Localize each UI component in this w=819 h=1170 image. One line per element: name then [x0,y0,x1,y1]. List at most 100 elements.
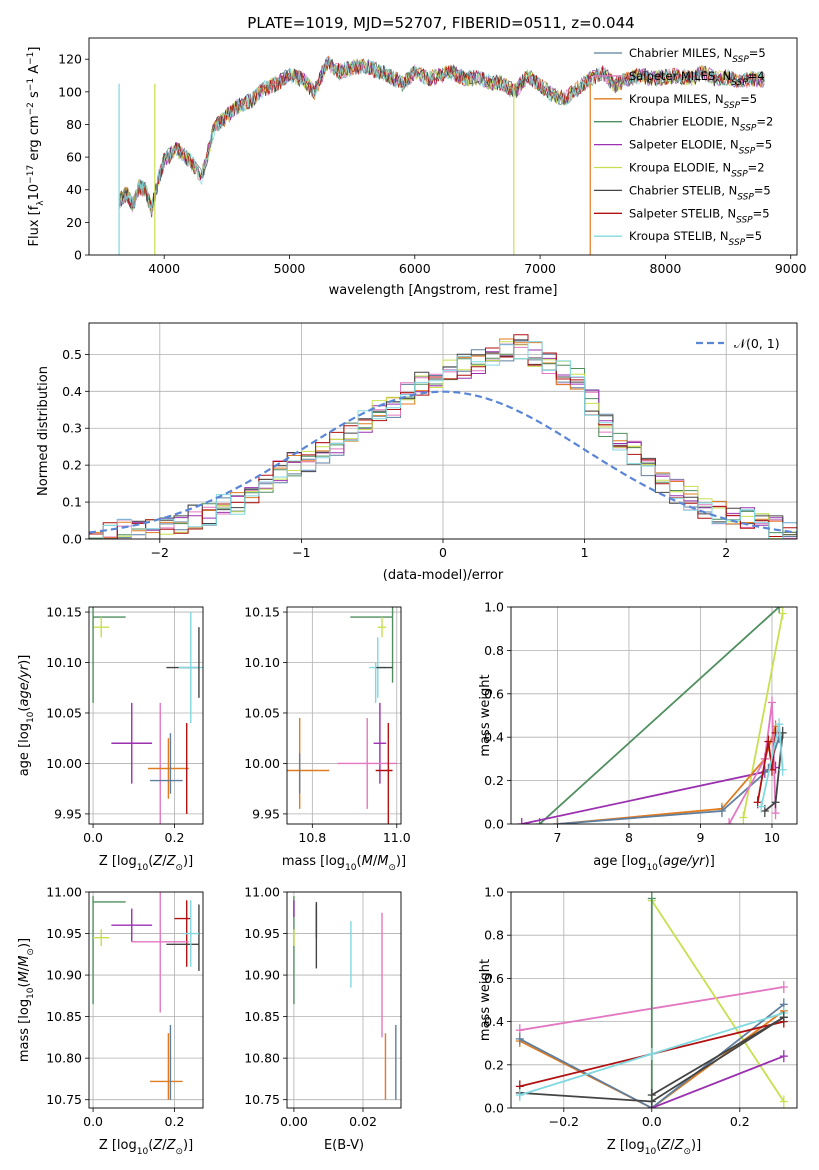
spectrum-ytick-label: 60 [66,150,82,165]
mass_vs_ebv-ytick-label: 11.00 [244,885,280,900]
age_vs_z-ytick-label: 10.05 [46,705,82,720]
weight_vs_age-xtick-label: 9 [696,830,704,845]
residuals-ytick-label: 0.5 [62,347,82,362]
weight_vs_z-series-line [651,900,785,1102]
mass_vs_z-ytick-label: 10.85 [46,1009,82,1024]
residuals-xlabel: (data-model)/error [383,568,504,583]
spectrum-ytick-label: 40 [66,182,82,197]
mass_vs_z-xtick-label: 0.0 [83,1114,103,1129]
spectrum-ytick-label: 20 [66,215,82,230]
age_vs_mass-ytick-label: 9.95 [252,806,280,821]
age_vs_z-ytick-label: 10.15 [46,605,82,620]
age_vs_mass-ytick-label: 10.05 [244,705,280,720]
mass_vs_z-ytick-label: 10.90 [46,968,82,983]
age_vs_z-frame [88,606,204,825]
weight_vs_z-frame [510,891,798,1109]
spectrum-xtick-label: 5000 [274,261,306,276]
mass-vs-z-ylabel: mass [log10(M/M⊙)] [17,938,36,1062]
mass-vs-ebv-xlabel: E(B-V) [324,1138,364,1153]
weight_vs_age-series-line [742,613,784,818]
mass_vs_ebv-ytick-label: 10.80 [244,1051,280,1066]
weight_vs_z-ytick-label: 1.0 [484,885,504,900]
weight_vs_z-xtick-label: 0.2 [730,1114,750,1129]
mass_vs_ebv-ytick-label: 10.90 [244,968,280,983]
weight_vs_age-series-line [728,702,777,824]
legend-label: Salpeter STELIB, NSSP=5 [629,206,770,225]
spectrum-frame [88,37,798,256]
spectrum-xtick-label: 9000 [775,261,807,276]
weight_vs_age-ytick-label: 0.8 [484,643,504,658]
weight-vs-z-xlabel: Z [log10(Z/Z⊙)] [607,1138,701,1157]
age-vs-z-xlabel: Z [log10(Z/Z⊙)] [99,854,193,873]
residuals-xtick-label: 1 [581,545,589,560]
age_vs_z-ytick-label: 10.00 [46,756,82,771]
spectrum-xtick-label: 7000 [524,261,556,276]
age_vs_mass-points [287,607,397,824]
weight_vs_age-ytick-label: 0.6 [484,686,504,701]
weight_vs_age-xtick-label: 8 [625,830,633,845]
weight_vs_z-ytick-label: 0.2 [484,1057,504,1072]
age_vs_mass-frame [286,606,402,825]
residual-histogram [89,341,797,539]
legend-label: Chabrier MILES, NSSP=5 [629,46,766,65]
spectrum-ytick-label: 0 [74,248,82,263]
weight_vs_z-ylabel: mass weight [478,959,493,1041]
weight_vs_age-ytick-label: 1.0 [484,600,504,615]
spectrum-ytick-label: 80 [66,117,82,132]
spectrum-ylabel: Flux [fλ10−17 erg cm−2 s−1 A−1] [26,47,46,247]
residuals-ytick-label: 0.4 [62,384,82,399]
spectrum-xtick-label: 6000 [399,261,431,276]
mass_vs_ebv-xtick-label: 0.02 [349,1114,377,1129]
residuals-ytick-label: 0.2 [62,458,82,473]
age_vs_mass-ytick-label: 10.15 [244,605,280,620]
spectrum-series-line [118,57,765,212]
legend-label: Salpeter ELODIE, NSSP=5 [629,138,772,157]
weight_vs_age-frame [510,606,798,825]
mass_vs_z-ytick-label: 11.00 [46,885,82,900]
mass_vs_ebv-points [293,896,397,1100]
residuals-ylabel: Normed distribution [36,366,51,496]
legend-label: Salpeter MILES, NSSP=4 [629,69,765,88]
spectrum-xtick-label: 8000 [650,261,682,276]
weight_vs_z-ytick-label: 0.8 [484,928,504,943]
spectrum-series-line [118,56,765,215]
weight_vs_age-lines [517,607,787,824]
mass_vs_z-ytick-label: 10.80 [46,1051,82,1066]
age_vs_mass-xtick-label: 10.8 [298,830,326,845]
weight_vs_z-lines [515,892,788,1108]
age_vs_z-xtick-label: 0.0 [83,830,103,845]
weight_vs_age-series-line [557,726,777,824]
weight_vs_z-series-line [651,1016,785,1096]
spectrum-ytick-label: 120 [58,52,82,67]
residuals-ytick-label: 0.1 [62,495,82,510]
normal-curve [89,390,797,534]
age_vs_mass-xtick-label: 11.0 [383,830,411,845]
mass_vs_z-points [92,892,200,1100]
mass_vs_z-ytick-label: 10.75 [46,1092,82,1107]
residuals-xtick-label: −1 [292,545,310,560]
mass_vs_ebv-frame [286,891,402,1109]
age_vs_z-xtick-label: 0.2 [165,830,185,845]
weight_vs_z-series-line [651,1055,785,1108]
age_vs_z-ytick-label: 9.95 [54,806,82,821]
residuals-xtick-label: −2 [151,545,169,560]
age_vs_mass-ytick-label: 10.00 [244,756,280,771]
weight_vs_age-ylabel: mass weight [478,674,493,756]
mass_vs_ebv-ytick-label: 10.75 [244,1092,280,1107]
mass_vs_ebv-ytick-label: 10.95 [244,926,280,941]
residual-histograms [89,334,797,539]
legend-label: Kroupa ELODIE, NSSP=2 [629,161,765,180]
residuals-ytick-label: 0.0 [62,532,82,547]
mass_vs_ebv-ytick-label: 10.85 [244,1009,280,1024]
weight_vs_age-ytick-label: 0.4 [484,730,504,745]
mass_vs_ebv-xtick-label: 0.00 [280,1114,308,1129]
weight-vs-age-xlabel: age [log10(age/yr)] [593,854,715,873]
normal-legend-label: 𝒩(0, 1) [734,336,780,351]
mass_vs_z-ytick-label: 10.95 [46,926,82,941]
spectrum-xlabel: wavelength [Angstrom, rest frame] [329,283,558,298]
weight_vs_z-xtick-label: 0.0 [642,1114,662,1129]
weight_vs_age-xtick-label: 10 [764,830,780,845]
weight_vs_z-xtick-label: −0.2 [549,1114,579,1129]
mass_vs_z-frame [88,891,204,1109]
